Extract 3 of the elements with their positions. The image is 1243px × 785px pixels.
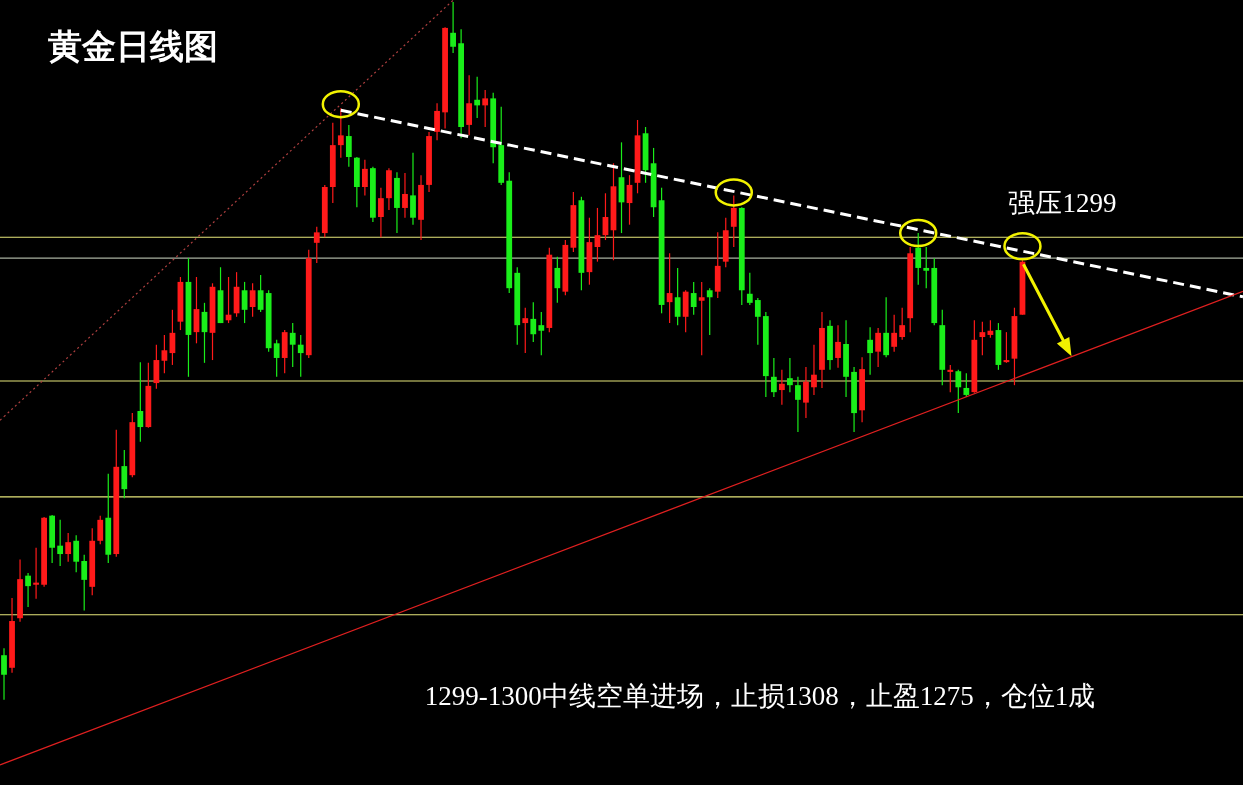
annotation: 强压1299 <box>1008 188 1117 219</box>
annotation: 1299-1300中线空单进场，止损1308，止盈1275，仓位1成 <box>424 681 1096 711</box>
title: 黄金日线图 <box>48 28 218 65</box>
